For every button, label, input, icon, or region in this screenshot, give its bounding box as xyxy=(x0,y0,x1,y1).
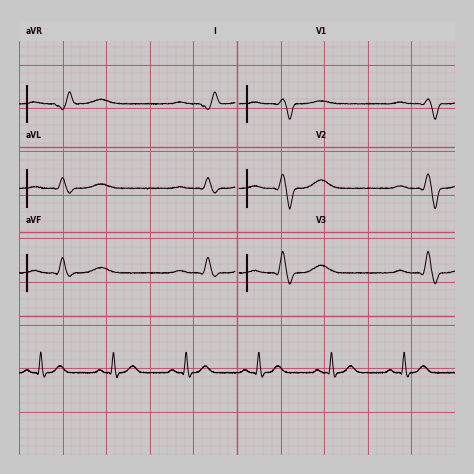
Text: V1: V1 xyxy=(316,27,327,36)
Bar xyxy=(19,21,455,41)
Text: aVF: aVF xyxy=(26,216,42,225)
Text: aVR: aVR xyxy=(26,27,43,36)
Text: I: I xyxy=(213,27,216,36)
Text: V2: V2 xyxy=(316,130,327,139)
Text: aVL: aVL xyxy=(26,130,42,139)
Text: V3: V3 xyxy=(316,216,327,225)
